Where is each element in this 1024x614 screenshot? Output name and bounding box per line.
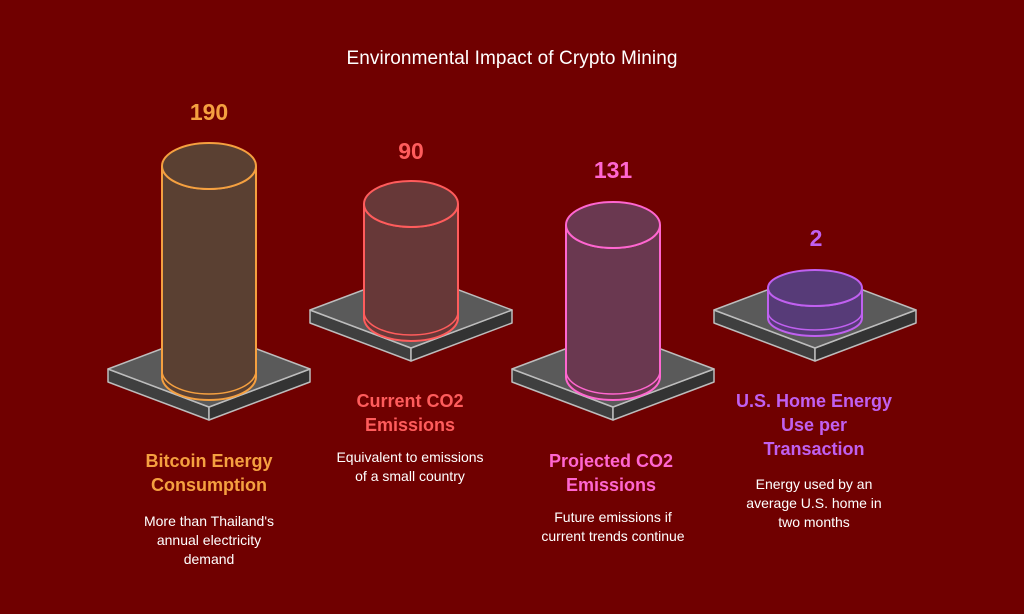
label-home-energy: U.S. Home Energy Use per Transaction bbox=[735, 391, 893, 459]
cylinder-body bbox=[161, 165, 257, 401]
value-home-energy: 2 bbox=[809, 225, 823, 251]
cylinder-top bbox=[363, 180, 459, 228]
value-current-co2: 90 bbox=[398, 138, 424, 164]
item-bitcoin-energy bbox=[107, 142, 311, 421]
item-projected-co2 bbox=[511, 201, 715, 421]
item-current-co2 bbox=[309, 180, 513, 362]
desc-projected-co2: Future emissions if current trends conti… bbox=[541, 509, 685, 544]
item-home-energy bbox=[713, 269, 917, 362]
desc-bitcoin-energy: More than Thailand's annual electricity … bbox=[143, 513, 275, 567]
cylinder-top bbox=[565, 201, 661, 249]
cylinder-top bbox=[767, 269, 863, 307]
cylinder-base-rim bbox=[363, 311, 459, 336]
label-current-co2: Current CO2 Emissions bbox=[356, 391, 464, 435]
label-projected-co2: Projected CO2 Emissions bbox=[548, 451, 674, 495]
cylinder-base-rim bbox=[161, 370, 257, 395]
value-bitcoin-energy: 190 bbox=[189, 99, 229, 125]
desc-home-energy: Energy used by an average U.S. home in t… bbox=[746, 476, 882, 530]
cylinder-top bbox=[161, 142, 257, 190]
page-title: Environmental Impact of Crypto Mining bbox=[346, 48, 678, 69]
cylinder-body bbox=[565, 224, 661, 401]
label-bitcoin-energy: Bitcoin Energy Consumption bbox=[145, 451, 273, 495]
desc-current-co2: Equivalent to emissions of a small count… bbox=[336, 449, 484, 484]
cylinder-base-rim bbox=[767, 311, 863, 331]
cylinder-base-rim bbox=[565, 370, 661, 395]
value-projected-co2: 131 bbox=[593, 157, 633, 183]
